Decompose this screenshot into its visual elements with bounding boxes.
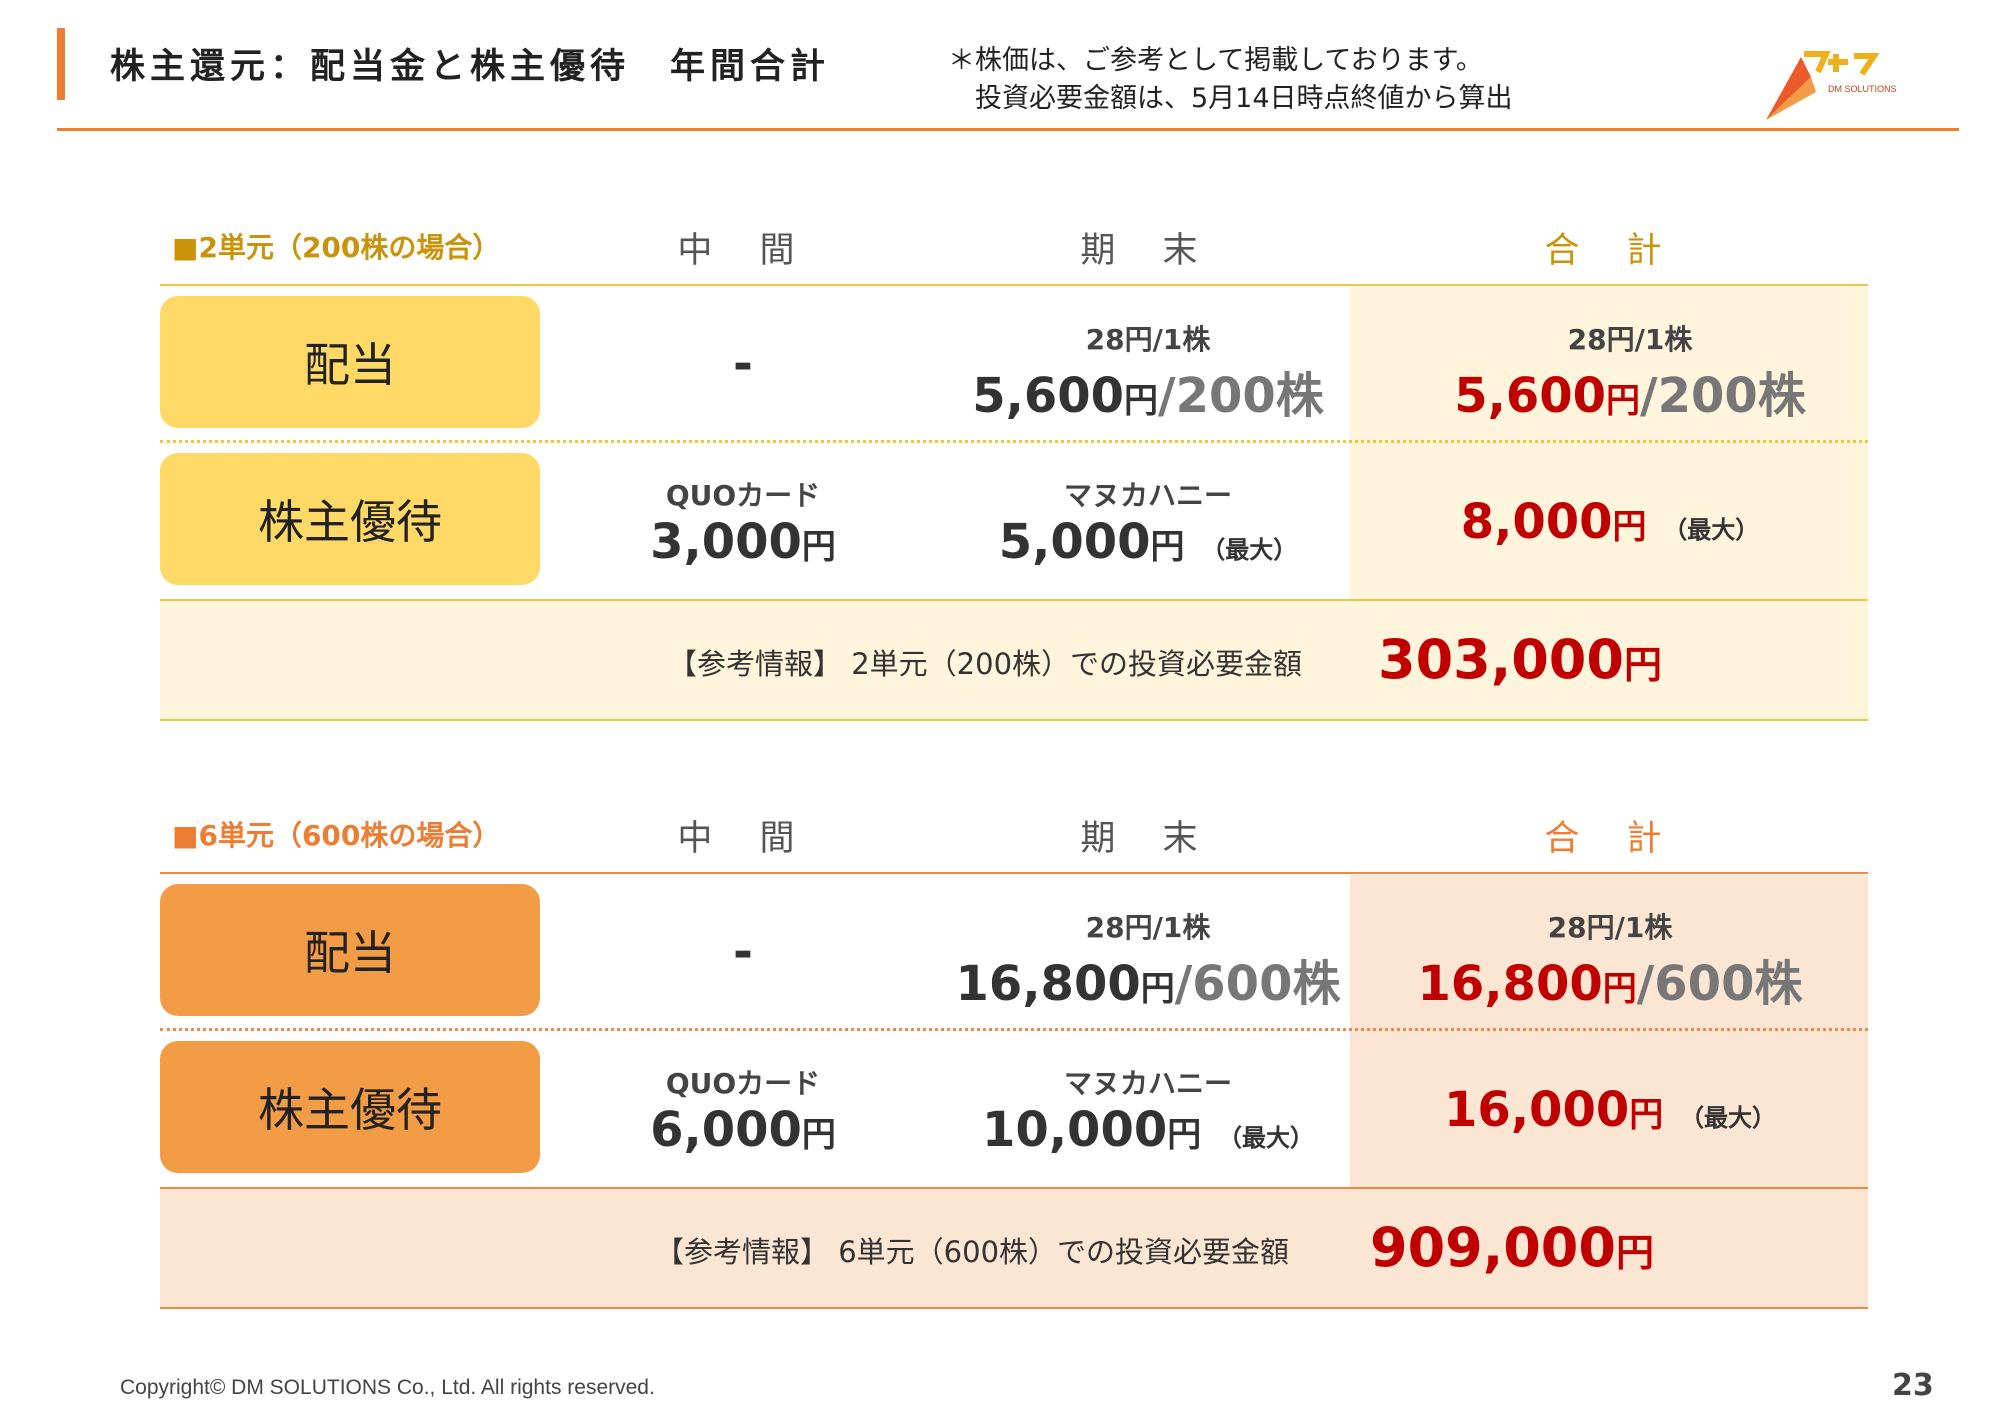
row-divider [160, 1187, 1868, 1189]
amount: 5,600 [1454, 368, 1607, 424]
amount: 10,000 [982, 1102, 1168, 1158]
benefit-yearend-amount: 10,000円 （最大） [982, 1102, 1314, 1158]
max-tag: （最大） [1679, 1104, 1776, 1132]
unit: 円 [1612, 507, 1647, 547]
header-divider [57, 128, 1959, 131]
unit: 円 [1150, 527, 1185, 567]
shares: /200株 [1640, 368, 1806, 424]
amount: 16,800 [955, 956, 1141, 1012]
benefit-interim-amount: 3,000円 [650, 514, 836, 570]
amount: 303,000 [1378, 628, 1624, 691]
unit: 円 [1602, 969, 1637, 1009]
unit: 円 [801, 1115, 836, 1155]
amount: 6,000 [650, 1102, 802, 1158]
header-rule [160, 872, 1868, 874]
row-divider [160, 599, 1868, 601]
unit: 円 [1615, 1231, 1654, 1275]
reference-row-bg [160, 601, 1868, 721]
unit: 円 [1140, 969, 1175, 1009]
dividend-yearend-amount: 5,600円/200株 [972, 356, 1324, 426]
svg-text:DM SOLUTIONS: DM SOLUTIONS [1828, 84, 1897, 94]
unit: 円 [1167, 1115, 1202, 1155]
section-bottom-rule [160, 1307, 1868, 1309]
benefit-yearend-label: マヌカハニー [1063, 1067, 1233, 1100]
row-label-benefit: 株主優待 [160, 1041, 540, 1173]
amount: 5,000 [998, 514, 1151, 570]
reference-text: 【参考情報】 6単元（600株）での投資必要金額 [655, 1235, 1290, 1269]
unit: 円 [1606, 381, 1641, 421]
dividend-interim-value: - [733, 924, 753, 980]
amount: 5,600 [972, 368, 1125, 424]
row-label-benefit: 株主優待 [160, 453, 540, 585]
max-tag: （最大） [1663, 516, 1760, 544]
column-header-yearend: 期 末 [1080, 231, 1216, 271]
benefit-yearend-label: マヌカハニー [1063, 479, 1233, 512]
copyright: Copyright© DM SOLUTIONS Co., Ltd. All ri… [120, 1376, 655, 1399]
total-per-share: 28円/1株 [1567, 323, 1693, 356]
row-label-dividend: 配当 [160, 884, 540, 1016]
row-divider [160, 1028, 1868, 1031]
section-label: ■6単元（600株の場合） [172, 819, 501, 852]
shares: /600株 [1636, 956, 1803, 1012]
unit: 円 [1623, 643, 1662, 687]
dm-solutions-logo: DM SOLUTIONS [1766, 51, 1897, 120]
price-note-line1: ＊株価は、ご参考として掲載しております。 [948, 45, 1483, 76]
reference-row-bg [160, 1189, 1868, 1309]
shares: /200株 [1158, 368, 1324, 424]
dividend-per-share: 28円/1株 [1085, 911, 1211, 944]
price-note-line2: 投資必要金額は、5月14日時点終値から算出 [948, 83, 1513, 114]
amount: 909,000 [1370, 1216, 1616, 1279]
benefit-interim-amount: 6,000円 [650, 1102, 836, 1158]
section-bottom-rule [160, 719, 1868, 721]
unit: 円 [1124, 381, 1159, 421]
row-divider [160, 440, 1868, 443]
amount: 16,800 [1417, 956, 1603, 1012]
dividend-yearend-amount: 16,800円/600株 [956, 944, 1341, 1014]
benefit-interim-label: QUOカード [665, 1067, 821, 1100]
amount: 16,000 [1444, 1082, 1630, 1138]
page-number: 23 [1892, 1368, 1934, 1403]
max-tag: （最大） [1201, 536, 1298, 564]
dividend-interim-value: - [733, 336, 753, 392]
benefit-total-amount: 8,000円 （最大） [1461, 494, 1760, 550]
column-header-total: 合 計 [1544, 819, 1680, 859]
reference-text: 【参考情報】 2単元（200株）での投資必要金額 [668, 647, 1303, 681]
dividend-total-amount: 16,800円/600株 [1418, 944, 1803, 1014]
amount: 8,000 [1460, 494, 1613, 550]
reference-amount: 909,000円 [1370, 1216, 1654, 1279]
benefit-yearend-amount: 5,000円 （最大） [999, 514, 1298, 570]
unit: 円 [1629, 1095, 1664, 1135]
section-label: ■2単元（200株の場合） [172, 231, 501, 264]
column-header-interim: 中 間 [677, 231, 813, 271]
benefit-total-amount: 16,000円 （最大） [1444, 1082, 1776, 1138]
reference-amount: 303,000円 [1378, 628, 1662, 691]
total-per-share: 28円/1株 [1547, 911, 1673, 944]
benefit-interim-label: QUOカード [665, 479, 821, 512]
dividend-per-share: 28円/1株 [1085, 323, 1211, 356]
title-accent-bar [57, 28, 65, 100]
column-header-total: 合 計 [1544, 231, 1680, 271]
row-label-dividend: 配当 [160, 296, 540, 428]
amount: 3,000 [650, 514, 802, 570]
header-rule [160, 284, 1868, 286]
column-header-yearend: 期 末 [1080, 819, 1216, 859]
column-header-interim: 中 間 [677, 819, 813, 859]
price-note: ＊株価は、ご参考として掲載しております。 投資必要金額は、5月14日時点終値から… [948, 42, 1513, 118]
dividend-total-amount: 5,600円/200株 [1454, 356, 1806, 426]
max-tag: （最大） [1217, 1124, 1314, 1152]
page-title: 株主還元：配当金と株主優待 年間合計 [110, 47, 831, 87]
shares: /600株 [1174, 956, 1341, 1012]
unit: 円 [801, 527, 836, 567]
